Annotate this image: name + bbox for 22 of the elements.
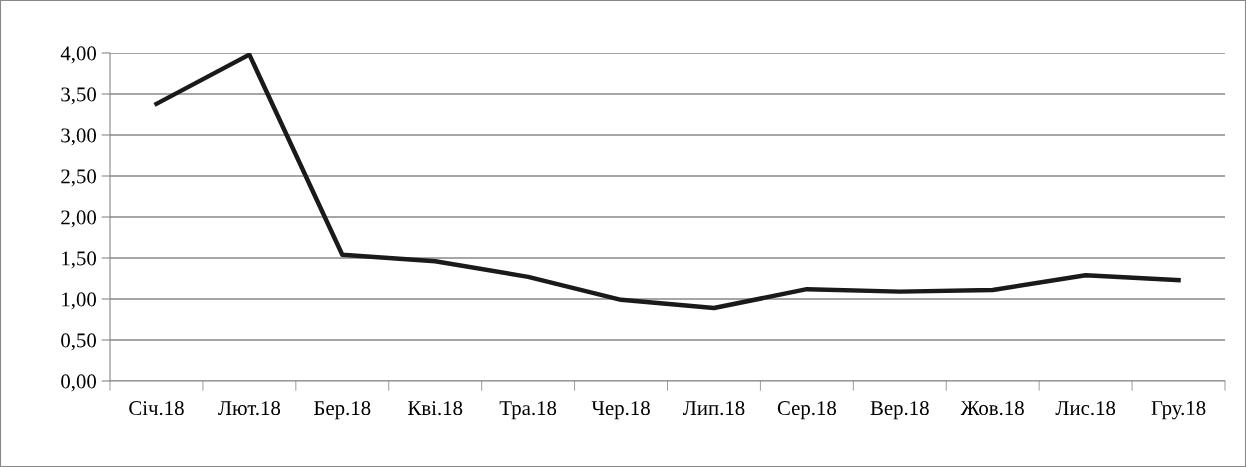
x-tick-label: Січ.18 xyxy=(129,401,184,416)
y-tick-label: 0,50 xyxy=(61,333,97,351)
x-tick-label: Чер.18 xyxy=(591,401,650,420)
y-tick-label: 4,00 xyxy=(60,46,97,64)
y-tick-label: 1,50 xyxy=(62,251,97,269)
y-tick-label: 2,00 xyxy=(61,210,97,228)
y-tick-label: 2,50 xyxy=(61,169,97,187)
x-tick-label: Сер.18 xyxy=(777,401,837,420)
x-tick-label: Тра.18 xyxy=(499,401,557,420)
line-series xyxy=(154,53,1181,311)
x-tick-label: Жов.18 xyxy=(960,401,1024,416)
x-tick-label: Вер.18 xyxy=(870,401,929,420)
y-tick-label: 0,00 xyxy=(61,374,97,392)
x-tick-label: Бер.18 xyxy=(314,401,371,420)
x-tick-label: Лют.18 xyxy=(218,401,281,416)
x-tick-label: Лип.18 xyxy=(682,401,745,416)
y-tick-label: 3,50 xyxy=(61,87,97,105)
x-tick-label: Гру.18 xyxy=(1151,400,1206,420)
x-tick-label: Лис.18 xyxy=(1055,401,1116,416)
x-tick-label: Кві.18 xyxy=(408,401,463,416)
y-tick-label: 1,00 xyxy=(62,292,97,310)
y-tick-label: 3,00 xyxy=(61,128,97,146)
